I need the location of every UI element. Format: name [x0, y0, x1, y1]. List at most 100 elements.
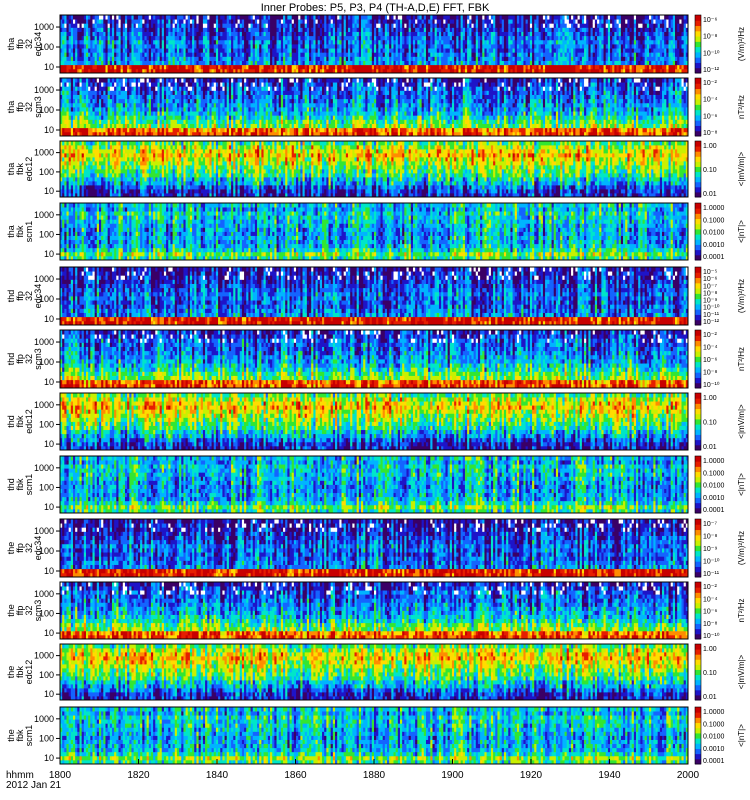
colorbar-tick-label: 10⁻¹⁰: [703, 304, 720, 312]
colorbar-tick-label: 10⁻⁸: [703, 34, 717, 41]
y-tick-label: 1000: [34, 400, 54, 410]
colorbar-tick-label: 0.1000: [703, 470, 725, 477]
colorbar-title: (V/m)²/Hz: [737, 531, 746, 565]
colorbar-tick-label: 0.10: [703, 167, 717, 174]
colorbar-tick-label: 0.0010: [703, 495, 725, 502]
x-tick-label: 1860: [284, 770, 307, 781]
colorbar: 1.000.100.01<|mV/m|>: [695, 141, 746, 198]
panel-label-line: edc12: [24, 409, 34, 434]
colorbar-tick-label: 10⁻⁵: [703, 269, 717, 276]
colorbar-tick-label: 10⁻¹²: [703, 67, 720, 74]
colorbar-title: <|nT|>: [737, 473, 746, 496]
colorbar-tick-label: 10⁻¹⁰: [703, 49, 720, 57]
spectrogram-image: [60, 203, 688, 260]
y-tick-label: 10: [44, 377, 54, 387]
colorbar-tick-label: 0.0001: [703, 254, 725, 261]
colorbar-title: <|mV/m|>: [737, 654, 746, 689]
colorbar-tick-label: 10⁻¹²: [703, 319, 720, 326]
y-tick-label: 10: [44, 249, 54, 259]
colorbar-tick-label: 0.0001: [703, 507, 725, 514]
y-tick-label: 1000: [34, 148, 54, 158]
colorbar-title: nT²/Hz: [737, 95, 746, 119]
panel-label-line: scm1: [24, 221, 34, 243]
colorbar-title: (V/m)²/Hz: [737, 279, 746, 313]
spectrogram-image: [60, 582, 688, 639]
colorbar: 10⁻⁵10⁻⁶10⁻⁷10⁻⁸10⁻⁹10⁻¹⁰10⁻¹¹10⁻¹²(V/m)…: [695, 267, 746, 326]
figure-title: Inner Probes: P5, P3, P4 (TH-A,D,E) FFT,…: [261, 2, 490, 14]
x-tick-label: 2000: [677, 770, 700, 781]
colorbar: 1.00 0.10 0.01 <|mV/m|>: [695, 393, 746, 451]
y-tick-label: 100: [39, 294, 54, 304]
panel-the-ffp-32-edc34: the ffp 32 edc3410001001010⁻⁷10⁻⁸10⁻⁹10⁻¹⁰1…: [6, 519, 746, 578]
colorbar-tick-label: 10⁻⁸: [703, 534, 717, 541]
spectrogram-image: [60, 267, 688, 325]
y-tick-label: 1000: [34, 22, 54, 32]
colorbar-tick-label: 1.00: [703, 395, 717, 402]
colorbar-tick-label: 10⁻¹⁰: [703, 558, 720, 566]
y-tick-label: 1000: [34, 526, 54, 536]
colorbar: 1.000.100.01<|mV/m|>: [695, 644, 746, 701]
colorbar-title: <|nT|>: [737, 220, 746, 243]
colorbar-tick-label: 10⁻²: [703, 80, 717, 87]
colorbar-tick-label: 0.0010: [703, 746, 725, 753]
spectrogram-image: [60, 15, 688, 73]
spectrogram-image: [60, 330, 688, 388]
y-tick-label: 10: [44, 502, 54, 512]
x-tick-label: 1880: [363, 770, 386, 781]
colorbar-tick-label: 10⁻¹¹: [703, 571, 720, 578]
colorbar-tick-label: 10⁻⁶: [703, 113, 717, 120]
colorbar-tick-label: 1.0000: [703, 458, 725, 465]
colorbar-tick-label: 10⁻¹¹: [703, 312, 720, 319]
colorbar-tick-label: 10⁻⁶: [703, 17, 717, 24]
colorbar-title: <|nT|>: [737, 724, 746, 747]
panel-the-ffp-32-scm3: the ffp 32 scm310001001010⁻²10⁻⁴10⁻⁶10⁻⁸10⁻…: [6, 582, 746, 640]
y-tick-label: 100: [39, 42, 54, 52]
colorbar-tick-label: 10⁻¹⁰: [703, 632, 720, 640]
spectrogram-image: [60, 78, 688, 136]
panel-thd-ffp-32-edc34: thd ffp 32 edc3410001001010⁻⁵10⁻⁶10⁻⁷10⁻⁸10…: [6, 267, 746, 326]
y-tick-label: 10: [44, 314, 54, 324]
colorbar-tick-label: 10⁻⁸: [703, 290, 717, 297]
panel-the-fbk-scm1: the fbk scm11000100101.00000.10000.01000.0…: [6, 707, 746, 765]
colorbar-tick-label: 10⁻⁷: [703, 521, 717, 528]
panel-label-line: edc12: [24, 660, 34, 685]
colorbar-tick-label: 10⁻⁸: [703, 370, 717, 377]
panel-tha-fbk-scm1: tha fbk scm11000100101.00000.10000.01000.0…: [6, 203, 746, 261]
colorbar-tick-label: 10⁻⁸: [703, 130, 717, 137]
colorbar-tick-label: 10⁻⁶: [703, 609, 717, 616]
colorbar-title: <|mV/m|>: [737, 404, 746, 439]
y-tick-label: 1000: [34, 651, 54, 661]
colorbar-tick-label: 0.0001: [703, 758, 725, 765]
panel-thd-ffp-32-scm3: thd ffp 32 scm310001001010⁻²10⁻⁴10⁻⁶10⁻⁸10⁻…: [6, 330, 746, 389]
colorbar-tick-label: 0.01: [703, 444, 717, 451]
y-tick-label: 100: [39, 733, 54, 743]
colorbar-tick-label: 10⁻⁴: [703, 596, 718, 603]
colorbar-tick-label: 0.10: [703, 420, 717, 427]
y-tick-label: 1000: [34, 274, 54, 284]
colorbar-tick-label: 10⁻⁷: [703, 283, 717, 290]
colorbar-title: (V/m)²/Hz: [737, 27, 746, 61]
y-tick-label: 1000: [34, 714, 54, 724]
y-tick-label: 10: [44, 439, 54, 449]
spectrogram-image: [60, 519, 688, 577]
panel-thd-fbk-scm1: thd fbk scm11000100101.00000.10000.01000.0…: [6, 456, 746, 514]
colorbar-tick-label: 1.0000: [703, 709, 725, 716]
y-tick-label: 100: [39, 546, 54, 556]
spectrogram-image: [60, 393, 688, 450]
y-tick-label: 10: [44, 186, 54, 196]
x-tick-label: 1900: [441, 770, 464, 781]
panel-tha-ffp-32-scm3: tha ffp 32 scm310001001010⁻²10⁻⁴10⁻⁶10⁻⁸nT²…: [6, 78, 746, 137]
y-tick-label: 10: [44, 62, 54, 72]
y-tick-label: 1000: [34, 210, 54, 220]
colorbar-tick-label: 10⁻⁹: [703, 298, 717, 305]
panels-layer: tha ffp 32 edc3410001001010⁻⁶10⁻⁸10⁻¹⁰10⁻¹²…: [6, 15, 746, 765]
y-tick-label: 100: [39, 608, 54, 618]
y-tick-label: 1000: [34, 589, 54, 599]
spectrogram-image: [60, 141, 688, 197]
